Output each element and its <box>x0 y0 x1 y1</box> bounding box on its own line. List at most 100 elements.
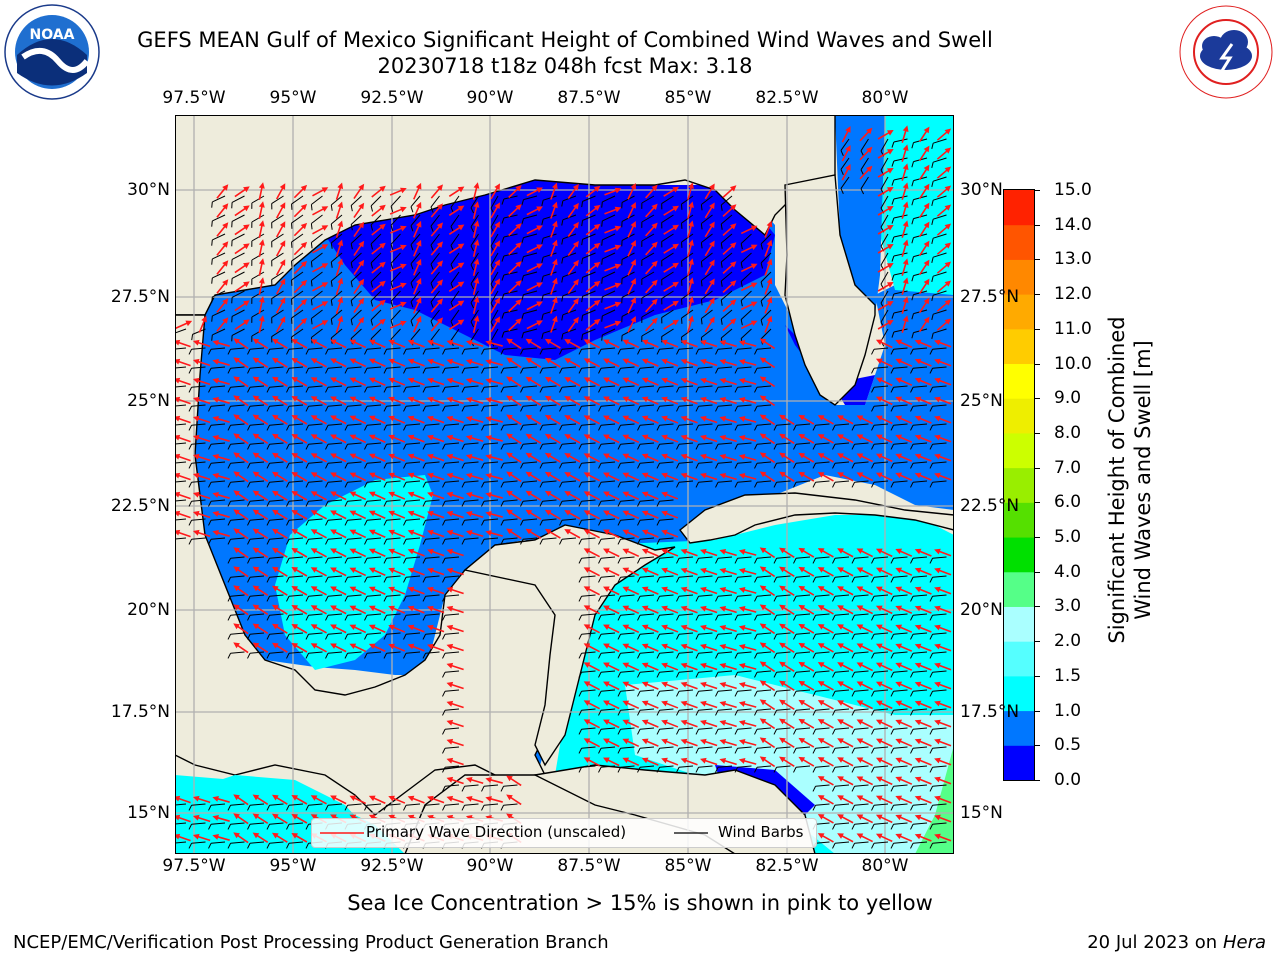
wind-barb <box>598 670 616 678</box>
wind-barb <box>500 518 518 526</box>
wind-barb <box>188 442 206 450</box>
wind-barb <box>561 195 577 207</box>
wind-barb <box>890 556 908 564</box>
wind-barb <box>286 575 304 583</box>
wind-barb <box>793 442 811 450</box>
wind-barb <box>227 461 245 469</box>
wind-barb <box>344 385 362 393</box>
wind-barb <box>760 271 772 288</box>
wind-barb <box>559 423 577 431</box>
wind-barb <box>291 290 304 305</box>
wind-barb <box>403 575 421 583</box>
wind-barb <box>812 575 830 583</box>
wind-barb <box>383 632 401 640</box>
wind-barb <box>617 594 635 602</box>
wind-barb <box>208 366 226 374</box>
wind-barb <box>598 537 616 545</box>
wind-barb <box>891 252 908 262</box>
wind-barb <box>578 556 596 564</box>
wind-barb <box>247 499 265 507</box>
wind-barb <box>931 252 947 263</box>
wind-barb <box>676 385 694 393</box>
wind-barb <box>291 233 304 248</box>
wind-barb <box>410 195 421 213</box>
wind-barb <box>305 442 323 450</box>
wind-barb <box>442 594 460 602</box>
wind-barb-legend-line <box>674 832 708 834</box>
wind-barb <box>832 632 850 640</box>
wind-barb <box>330 309 343 325</box>
wind-barb <box>641 214 655 228</box>
wind-barb <box>617 423 635 431</box>
wind-barb <box>929 613 947 621</box>
wind-barb <box>500 347 518 355</box>
wind-barb <box>561 328 577 340</box>
wind-barb <box>754 556 772 564</box>
wind-barb <box>325 385 343 393</box>
wind-barb <box>700 195 713 211</box>
wind-barb <box>251 233 265 247</box>
wind-barb <box>286 461 304 469</box>
wind-barb <box>403 499 421 507</box>
wind-barb <box>520 518 538 526</box>
wind-barb <box>422 556 440 564</box>
wind-barb <box>271 309 284 324</box>
wind-barb <box>521 328 538 339</box>
wind-barb <box>890 594 908 602</box>
wind-barb <box>422 632 440 640</box>
wind-barb <box>637 347 655 355</box>
wind-barb <box>539 461 557 469</box>
wind-barb <box>251 309 265 323</box>
wind-barb <box>890 423 908 431</box>
wind-barb <box>227 613 245 621</box>
wind-barb <box>344 537 362 545</box>
lon-label-bottom: 87.5°W <box>557 856 621 876</box>
wind-barb <box>500 423 518 431</box>
lat-label-left: 22.5°N <box>110 496 170 516</box>
wind-barb <box>641 233 655 247</box>
wind-barb <box>383 518 401 526</box>
wind-barb <box>601 252 616 265</box>
lon-label-bottom: 97.5°W <box>162 856 226 876</box>
wind-barb <box>871 632 889 640</box>
wind-barb <box>521 290 538 301</box>
wind-barb <box>410 252 421 270</box>
colorbar-tick-label: 8.0 <box>1054 422 1082 443</box>
wind-barb <box>364 537 382 545</box>
wind-barb <box>383 404 401 412</box>
wind-barb <box>286 404 304 412</box>
wind-barb <box>637 366 655 374</box>
wind-barb <box>578 518 596 526</box>
lat-label-right: 15°N <box>960 803 1003 823</box>
wind-barb <box>929 442 947 450</box>
wind-barb <box>227 594 245 602</box>
wind-barb <box>422 594 440 602</box>
wind-barb <box>656 366 674 374</box>
wind-barb <box>637 670 655 678</box>
wind-barb <box>760 252 772 269</box>
wind-barb <box>561 271 577 283</box>
wind-barb <box>325 518 343 526</box>
wind-barb <box>617 651 635 659</box>
wind-barb <box>442 404 460 412</box>
wind-barb <box>370 290 382 307</box>
colorbar-tick-label: 6.0 <box>1054 492 1082 513</box>
wind-barb <box>403 461 421 469</box>
wind-barb <box>851 632 869 640</box>
wind-barb <box>286 556 304 564</box>
wind-barb <box>470 233 479 252</box>
florida-peninsula <box>784 174 876 406</box>
wind-barb <box>344 575 362 583</box>
wind-barb <box>410 214 421 232</box>
wind-barb <box>695 480 713 488</box>
wind-barb <box>305 499 323 507</box>
wind-barb <box>617 366 635 374</box>
wind-barb <box>461 385 479 393</box>
wind-barb <box>541 309 557 320</box>
wind-barb <box>734 556 752 564</box>
wind-barb <box>715 480 733 488</box>
wind-barb <box>695 594 713 602</box>
wind-barb <box>541 195 557 206</box>
wind-barb <box>266 575 284 583</box>
wind-barb <box>617 461 635 469</box>
